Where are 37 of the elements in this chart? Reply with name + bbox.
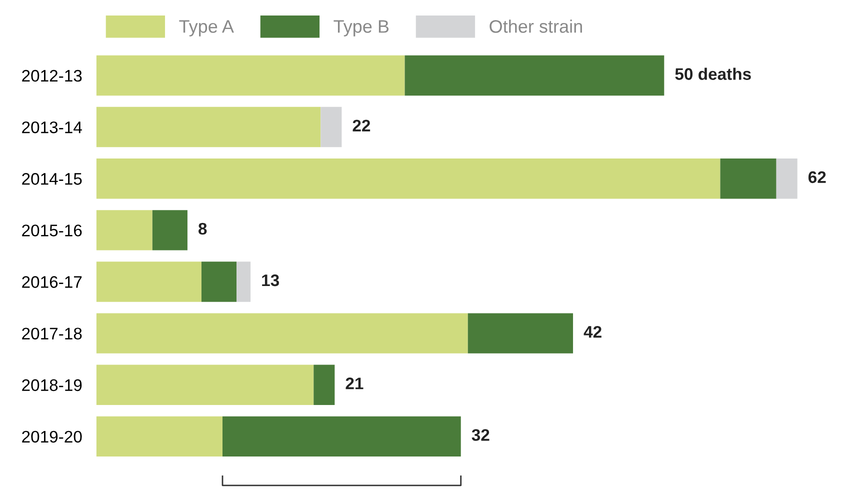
bar [96,55,405,96]
y-tick-label: 2012-13 [22,70,82,82]
bar [776,158,798,199]
bar [222,416,461,457]
bar [236,262,251,302]
annotation: 62 [808,171,826,184]
annotation: 32 [472,429,490,441]
legend-label: Type A [179,20,234,36]
y-tick-label: 2016-17 [22,276,82,288]
legend-label: Other strain [490,20,582,33]
y-tick-label: 2018-19 [22,379,82,392]
bar [96,158,720,199]
y-tick-label: 2015-16 [22,224,82,236]
y-tick-label: 2013-14 [22,121,82,134]
annotation: 8 [198,222,207,235]
bar [314,364,335,405]
y-tick-label: 2019-20 [22,430,82,443]
bar [96,106,321,148]
annotation: 13 [262,274,279,286]
bar [468,313,574,354]
bar [404,55,664,96]
bar [152,210,188,250]
bar [96,262,202,302]
bar [320,106,342,148]
bar [720,158,776,199]
bar [96,416,223,457]
legend-label: Type B [334,20,389,36]
annotation: 50 deaths [675,68,751,80]
y-tick-label: 2017-18 [22,328,82,340]
annotation: 21 [346,378,364,390]
bar [96,210,152,250]
bar [201,262,237,302]
annotation: 42 [584,326,602,338]
y-tick-label: 2014-15 [22,173,82,185]
bar [96,313,468,354]
bar [96,364,314,405]
annotation: 22 [352,120,370,132]
